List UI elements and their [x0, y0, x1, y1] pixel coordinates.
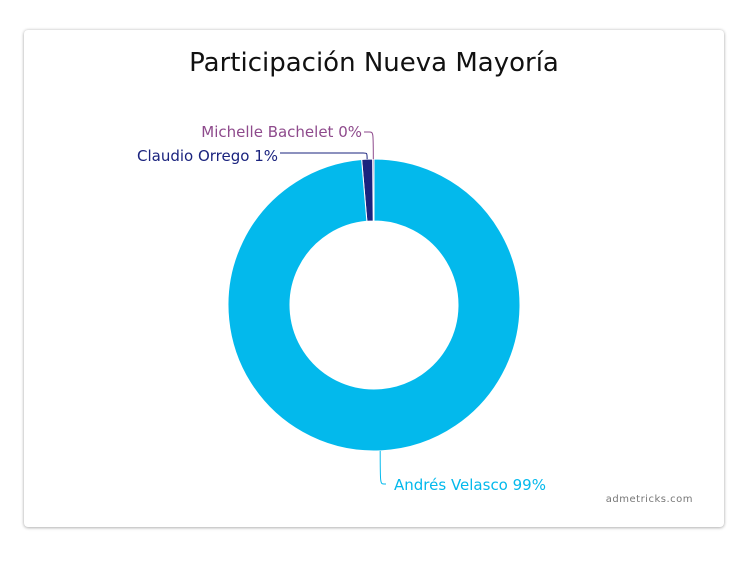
slice-andres-velasco[interactable]: [227, 158, 521, 452]
labels-group: Michelle Bachelet 0% Claudio Orrego 1% And…: [137, 123, 546, 494]
connector-claudio-orrego: [280, 152, 368, 160]
credit-text[interactable]: admetricks.com: [605, 494, 693, 505]
connector-andres-velasco: [379, 450, 386, 485]
chart-title: Participación Nueva Mayoría: [189, 48, 559, 78]
data-label-andres-velasco: Andrés Velasco 99%: [394, 476, 546, 494]
data-label-claudio-orrego: Claudio Orrego 1%: [137, 147, 278, 165]
connector-michelle-bachelet: [364, 131, 374, 160]
data-label-michelle-bachelet: Michelle Bachelet 0%: [201, 123, 362, 141]
connectors-group: [280, 131, 386, 485]
slices-group: [227, 158, 521, 452]
